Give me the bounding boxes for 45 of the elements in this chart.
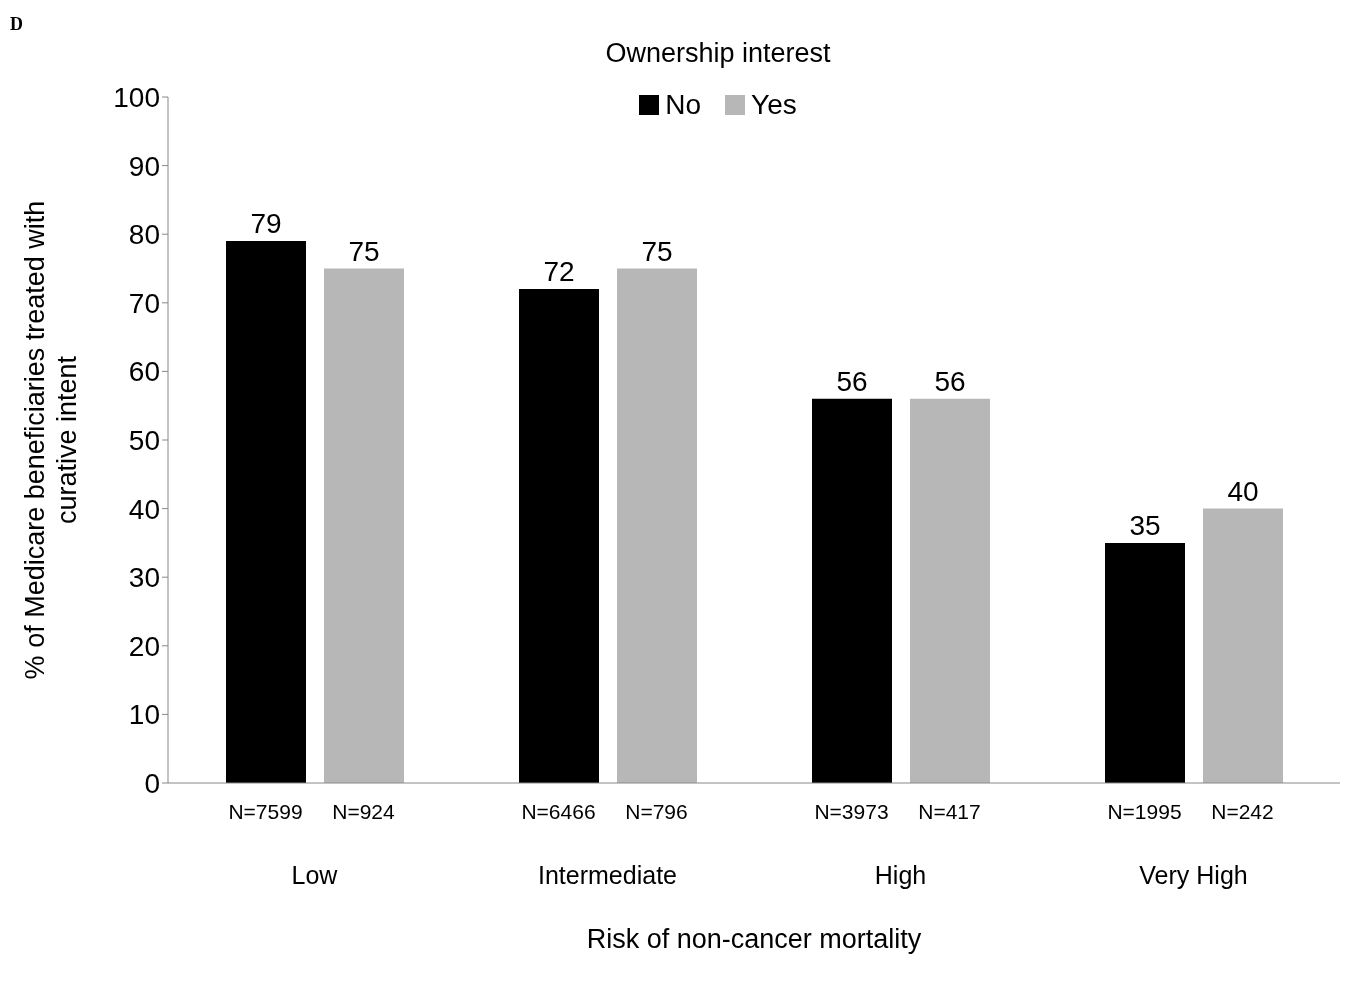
text: N=417 — [918, 800, 981, 823]
data-label: 72 — [543, 256, 575, 288]
y-tick-label: 90 — [128, 150, 160, 182]
text: N=1995 — [1107, 800, 1182, 823]
x-tick-label: Low — [291, 861, 339, 889]
y-tick-label: 70 — [128, 287, 160, 319]
text: N=796 — [625, 800, 688, 823]
legend-title: Ownership interest — [604, 38, 832, 69]
y-tick-label: 30 — [128, 562, 160, 594]
text: N=7599 — [228, 800, 303, 823]
data-label: 79 — [250, 208, 282, 240]
x-tick-label: Intermediate — [538, 861, 677, 889]
bar — [617, 268, 697, 783]
y-tick-label: 0 — [144, 767, 160, 799]
bar — [519, 289, 599, 783]
text: N=924 — [332, 800, 396, 823]
data-label: 75 — [641, 235, 673, 267]
bar — [324, 268, 404, 783]
y-tick-label: 100 — [113, 81, 160, 113]
legend-label: No — [664, 89, 702, 121]
text: D — [10, 14, 23, 35]
bar — [226, 241, 306, 783]
data-label: 56 — [934, 365, 966, 397]
bar — [812, 398, 892, 783]
y-axis-title: % of Medicare beneficiaries treated with curative intent — [20, 200, 82, 680]
bar — [1203, 508, 1283, 783]
data-label: 35 — [1129, 509, 1161, 541]
y-tick-label: 50 — [128, 424, 160, 456]
y-tick-label: 40 — [128, 493, 160, 525]
text: N=6466 — [521, 800, 596, 823]
bar — [910, 398, 990, 783]
bar — [1105, 542, 1185, 783]
y-tick-label: 20 — [128, 630, 160, 662]
y-tick-label: 80 — [128, 219, 160, 251]
x-tick-label: Very High — [1139, 861, 1248, 889]
x-axis-title: Risk of non-cancer mortality — [586, 924, 922, 954]
y-tick-label: 60 — [128, 356, 160, 388]
text: N=3973 — [814, 800, 889, 823]
data-label: 40 — [1227, 475, 1259, 507]
text: N=242 — [1211, 800, 1274, 823]
x-tick-label: High — [874, 861, 927, 889]
data-label: 56 — [836, 365, 868, 397]
data-label: 75 — [348, 235, 380, 267]
legend-label: Yes — [750, 89, 797, 121]
y-tick-label: 10 — [128, 699, 160, 731]
